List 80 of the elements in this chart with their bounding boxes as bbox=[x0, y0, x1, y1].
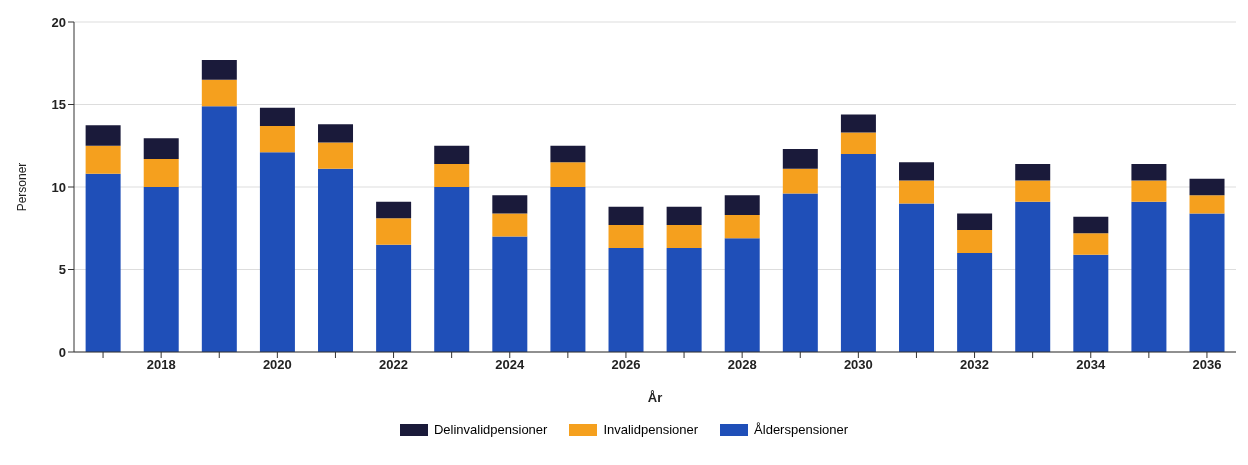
bar bbox=[608, 248, 644, 352]
x-tick-label: 2024 bbox=[495, 357, 525, 373]
bar bbox=[434, 145, 470, 164]
bar bbox=[782, 168, 818, 194]
bar bbox=[259, 107, 295, 126]
bar bbox=[259, 125, 295, 153]
bar bbox=[1073, 254, 1109, 352]
bar bbox=[1131, 180, 1167, 202]
bar bbox=[143, 138, 179, 159]
bar bbox=[376, 201, 412, 219]
bar bbox=[550, 162, 586, 187]
x-tick-label: 2026 bbox=[611, 357, 641, 373]
bar bbox=[318, 124, 354, 143]
bar bbox=[1189, 213, 1225, 352]
y-tick-label: 15 bbox=[51, 97, 66, 113]
bar bbox=[666, 206, 702, 225]
bar bbox=[840, 114, 876, 133]
bar bbox=[1015, 163, 1051, 181]
x-tick-label: 2030 bbox=[843, 357, 873, 373]
bar bbox=[434, 187, 470, 352]
legend-label: Delinvalidpensioner bbox=[432, 422, 548, 437]
x-tick-label: 2018 bbox=[146, 357, 176, 373]
bar bbox=[840, 154, 876, 352]
x-tick-label: 2034 bbox=[1076, 357, 1106, 373]
bar bbox=[492, 236, 528, 352]
x-tick-label: 2028 bbox=[727, 357, 757, 373]
bar bbox=[376, 244, 412, 352]
legend-label: Invalidpensioner bbox=[602, 422, 699, 437]
bar bbox=[1073, 216, 1109, 234]
bar bbox=[666, 224, 702, 249]
bar bbox=[957, 229, 993, 253]
bar bbox=[85, 173, 121, 352]
bar bbox=[550, 187, 586, 352]
bar bbox=[899, 162, 935, 181]
legend-label: Ålderspensioner bbox=[753, 422, 849, 437]
bar bbox=[782, 193, 818, 352]
bar bbox=[724, 215, 760, 239]
y-axis-title: Personer bbox=[15, 162, 30, 212]
bar bbox=[608, 206, 644, 225]
y-tick-label: 10 bbox=[51, 179, 66, 195]
y-tick-label: 20 bbox=[51, 14, 66, 30]
x-tick-label: 2022 bbox=[379, 357, 409, 373]
y-tick-label: 5 bbox=[58, 262, 66, 278]
bar bbox=[1189, 195, 1225, 214]
bar bbox=[1131, 201, 1167, 352]
x-tick-label: 2020 bbox=[262, 357, 292, 373]
bar bbox=[143, 187, 179, 352]
bar bbox=[1189, 178, 1225, 196]
bar bbox=[318, 142, 354, 169]
bar bbox=[201, 106, 237, 352]
bar bbox=[1015, 180, 1051, 202]
bar bbox=[957, 253, 993, 352]
bar bbox=[434, 163, 470, 187]
bar bbox=[492, 213, 528, 237]
bar bbox=[724, 195, 760, 216]
bar bbox=[376, 218, 412, 245]
bar bbox=[724, 238, 760, 352]
bar bbox=[1073, 233, 1109, 255]
bar bbox=[201, 79, 237, 107]
bar bbox=[318, 168, 354, 352]
bar bbox=[899, 203, 935, 352]
y-tick-label: 0 bbox=[58, 344, 66, 360]
bar bbox=[492, 195, 528, 214]
bar bbox=[85, 145, 121, 174]
bar bbox=[1015, 201, 1051, 352]
bar bbox=[1131, 163, 1167, 181]
bar bbox=[143, 158, 179, 187]
bar bbox=[259, 152, 295, 352]
bar bbox=[550, 145, 586, 163]
bar bbox=[85, 125, 121, 146]
bar bbox=[608, 224, 644, 249]
x-tick-label: 2032 bbox=[960, 357, 990, 373]
x-axis-title: År bbox=[647, 390, 663, 405]
bar bbox=[899, 180, 935, 204]
bar bbox=[782, 149, 818, 169]
bar bbox=[957, 213, 993, 230]
bar bbox=[201, 59, 237, 80]
bar bbox=[666, 248, 702, 352]
x-tick-label: 2036 bbox=[1192, 357, 1222, 373]
bar bbox=[840, 132, 876, 154]
